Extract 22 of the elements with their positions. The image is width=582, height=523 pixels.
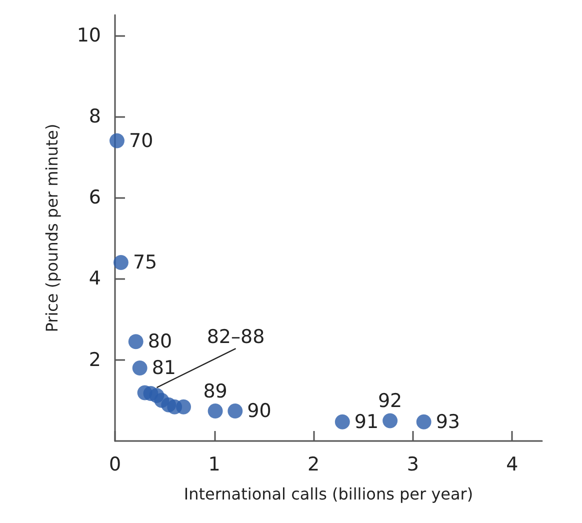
annotation: 89 — [203, 380, 228, 402]
y-tick-label: 10 — [76, 24, 101, 46]
annotation: 70 — [128, 130, 154, 152]
y-axis-title: Price (pounds per minute) — [42, 124, 62, 332]
x-tick-label: 1 — [208, 454, 220, 476]
annotation: 90 — [247, 400, 272, 422]
y-tick-label: 4 — [88, 268, 101, 290]
annotation: 92 — [378, 390, 402, 412]
annotation: 93 — [436, 410, 460, 433]
x-tick-label: 4 — [506, 454, 518, 476]
x-tick-label: 2 — [308, 454, 320, 476]
annotation: 80 — [148, 330, 172, 353]
annotation: 81 — [152, 356, 176, 379]
x-axis-title: International calls (billions per year) — [184, 484, 474, 504]
x-tick-label: 3 — [406, 454, 419, 476]
y-tick-label: 6 — [88, 186, 101, 209]
annotation: 75 — [132, 251, 158, 274]
x-tick-label: 0 — [108, 454, 122, 476]
annotation: 82–88 — [206, 326, 265, 348]
y-tick-label: 8 — [88, 105, 101, 128]
annotation: 91 — [354, 410, 379, 433]
y-tick-label: 2 — [88, 348, 101, 371]
